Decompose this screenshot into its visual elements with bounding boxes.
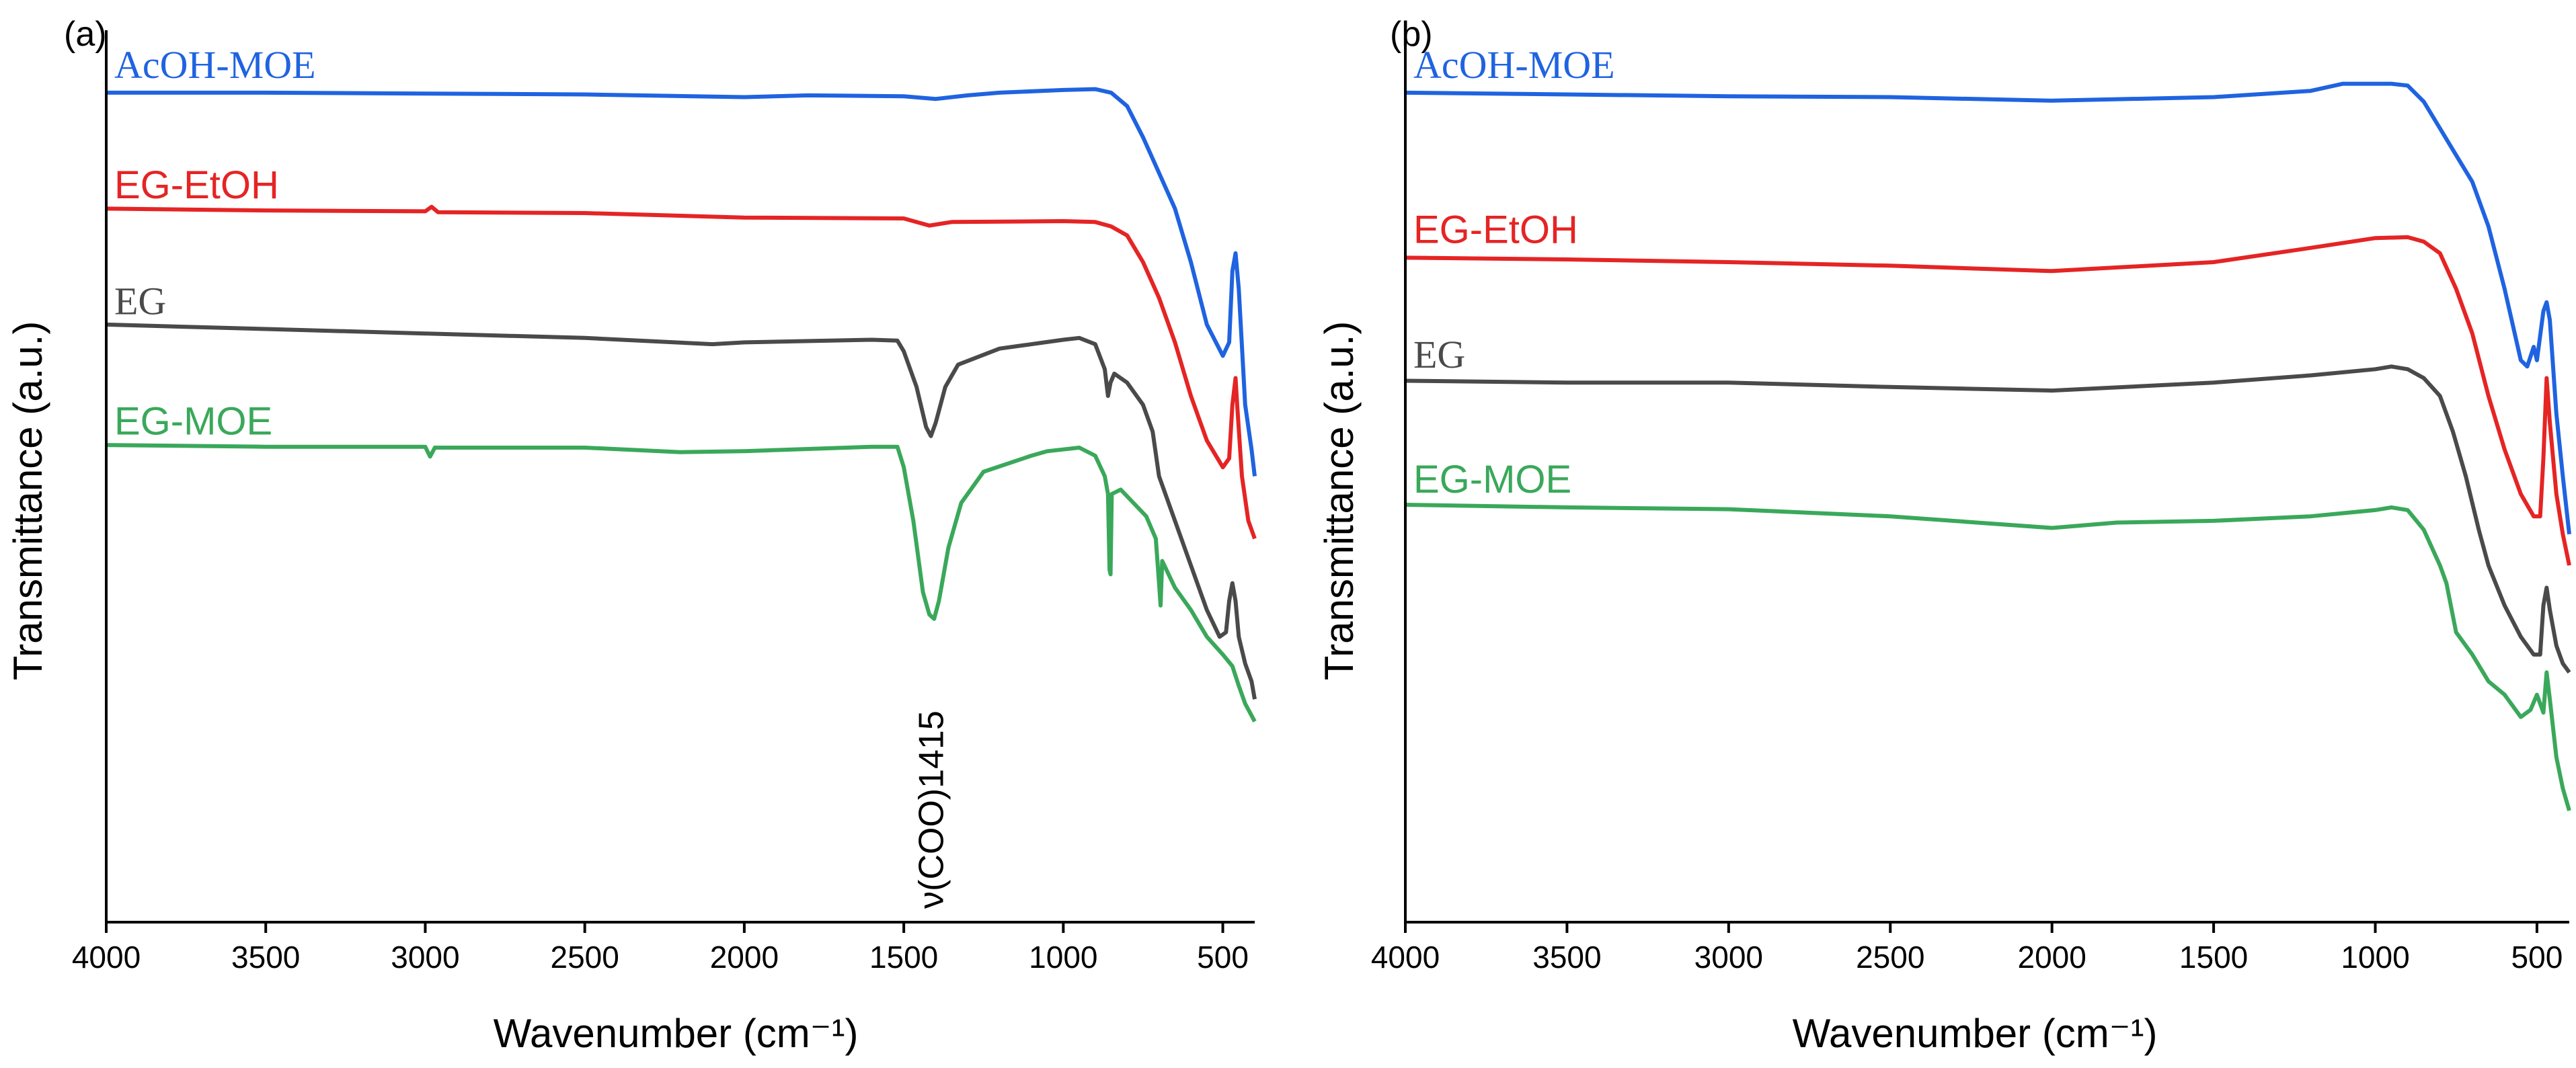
- series-label-b-eg: EG: [1413, 333, 1465, 376]
- series-group-a: AcOH-MOE EG-EtOH EG EG-MOE: [106, 43, 1257, 723]
- series-label-a-acoh-moe: AcOH-MOE: [114, 43, 316, 87]
- x-tick-label-b-4000: 4000: [1371, 940, 1440, 975]
- x-tick-label-b-3000: 3000: [1694, 940, 1763, 975]
- series-line-b-eg: [1405, 364, 2571, 674]
- series-group-b: AcOH-MOE EG-EtOH EG EG-MOE: [1405, 43, 2571, 811]
- x-tick-label-b-500: 500: [2511, 940, 2563, 975]
- x-tick-label-b-2500: 2500: [1856, 940, 1924, 975]
- series-line-a-eg: [106, 322, 1257, 700]
- panel-a: (a) Transmittance (a.u.) Wavenumber (cm⁻…: [5, 15, 1257, 1056]
- x-tick-label-b-1000: 1000: [2341, 940, 2409, 975]
- x-tick-label-b-2000: 2000: [2017, 940, 2086, 975]
- x-tick-label-b-1500: 1500: [2179, 940, 2248, 975]
- y-axis-title-a: Transmittance (a.u.): [5, 321, 50, 681]
- x-axis-title-b: Wavenumber (cm⁻¹): [1793, 1011, 2158, 1056]
- series-line-a-eg-etoh: [106, 204, 1257, 540]
- series-label-b-acoh-moe: AcOH-MOE: [1413, 43, 1615, 87]
- x-tick-label-a-500: 500: [1197, 940, 1249, 975]
- series-label-a-eg: EG: [114, 280, 166, 323]
- x-tick-label-a-3500: 3500: [231, 940, 300, 975]
- x-tick-label-a-4000: 4000: [72, 940, 141, 975]
- series-line-b-eg-moe: [1405, 503, 2571, 811]
- panel-b: (b) Transmittance (a.u.) Wavenumber (cm⁻…: [1317, 15, 2571, 1056]
- panel-label-b: (b): [1390, 15, 1433, 54]
- x-tick-label-a-2500: 2500: [550, 940, 619, 975]
- series-label-b-eg-etoh: EG-EtOH: [1413, 208, 1578, 251]
- series-label-a-eg-etoh: EG-EtOH: [114, 163, 279, 207]
- x-tick-label-a-1000: 1000: [1029, 940, 1097, 975]
- series-line-b-eg-etoh: [1405, 235, 2571, 566]
- x-tick-label-a-2000: 2000: [710, 940, 779, 975]
- x-tick-label-a-3000: 3000: [391, 940, 459, 975]
- x-ticks-b: 4000 3500 3000 2500 2000 1500 1000 500: [1371, 922, 2563, 975]
- x-tick-label-a-1500: 1500: [869, 940, 938, 975]
- series-line-b-acoh-moe: [1405, 81, 2571, 535]
- x-ticks-a: 4000 3500 3000 2500 2000 1500 1000 500: [72, 922, 1249, 975]
- y-axis-title-b: Transmittance (a.u.): [1317, 321, 1362, 681]
- x-axis-title-a: Wavenumber (cm⁻¹): [494, 1011, 859, 1056]
- x-tick-label-b-3500: 3500: [1532, 940, 1601, 975]
- series-line-a-acoh-moe: [106, 87, 1257, 477]
- annotation-coo-1415: ν(COO)1415: [912, 710, 951, 909]
- series-line-a-eg-moe: [106, 443, 1257, 723]
- series-label-b-eg-moe: EG-MOE: [1413, 458, 1571, 501]
- panel-label-a: (a): [64, 15, 107, 54]
- series-label-a-eg-moe: EG-MOE: [114, 400, 272, 444]
